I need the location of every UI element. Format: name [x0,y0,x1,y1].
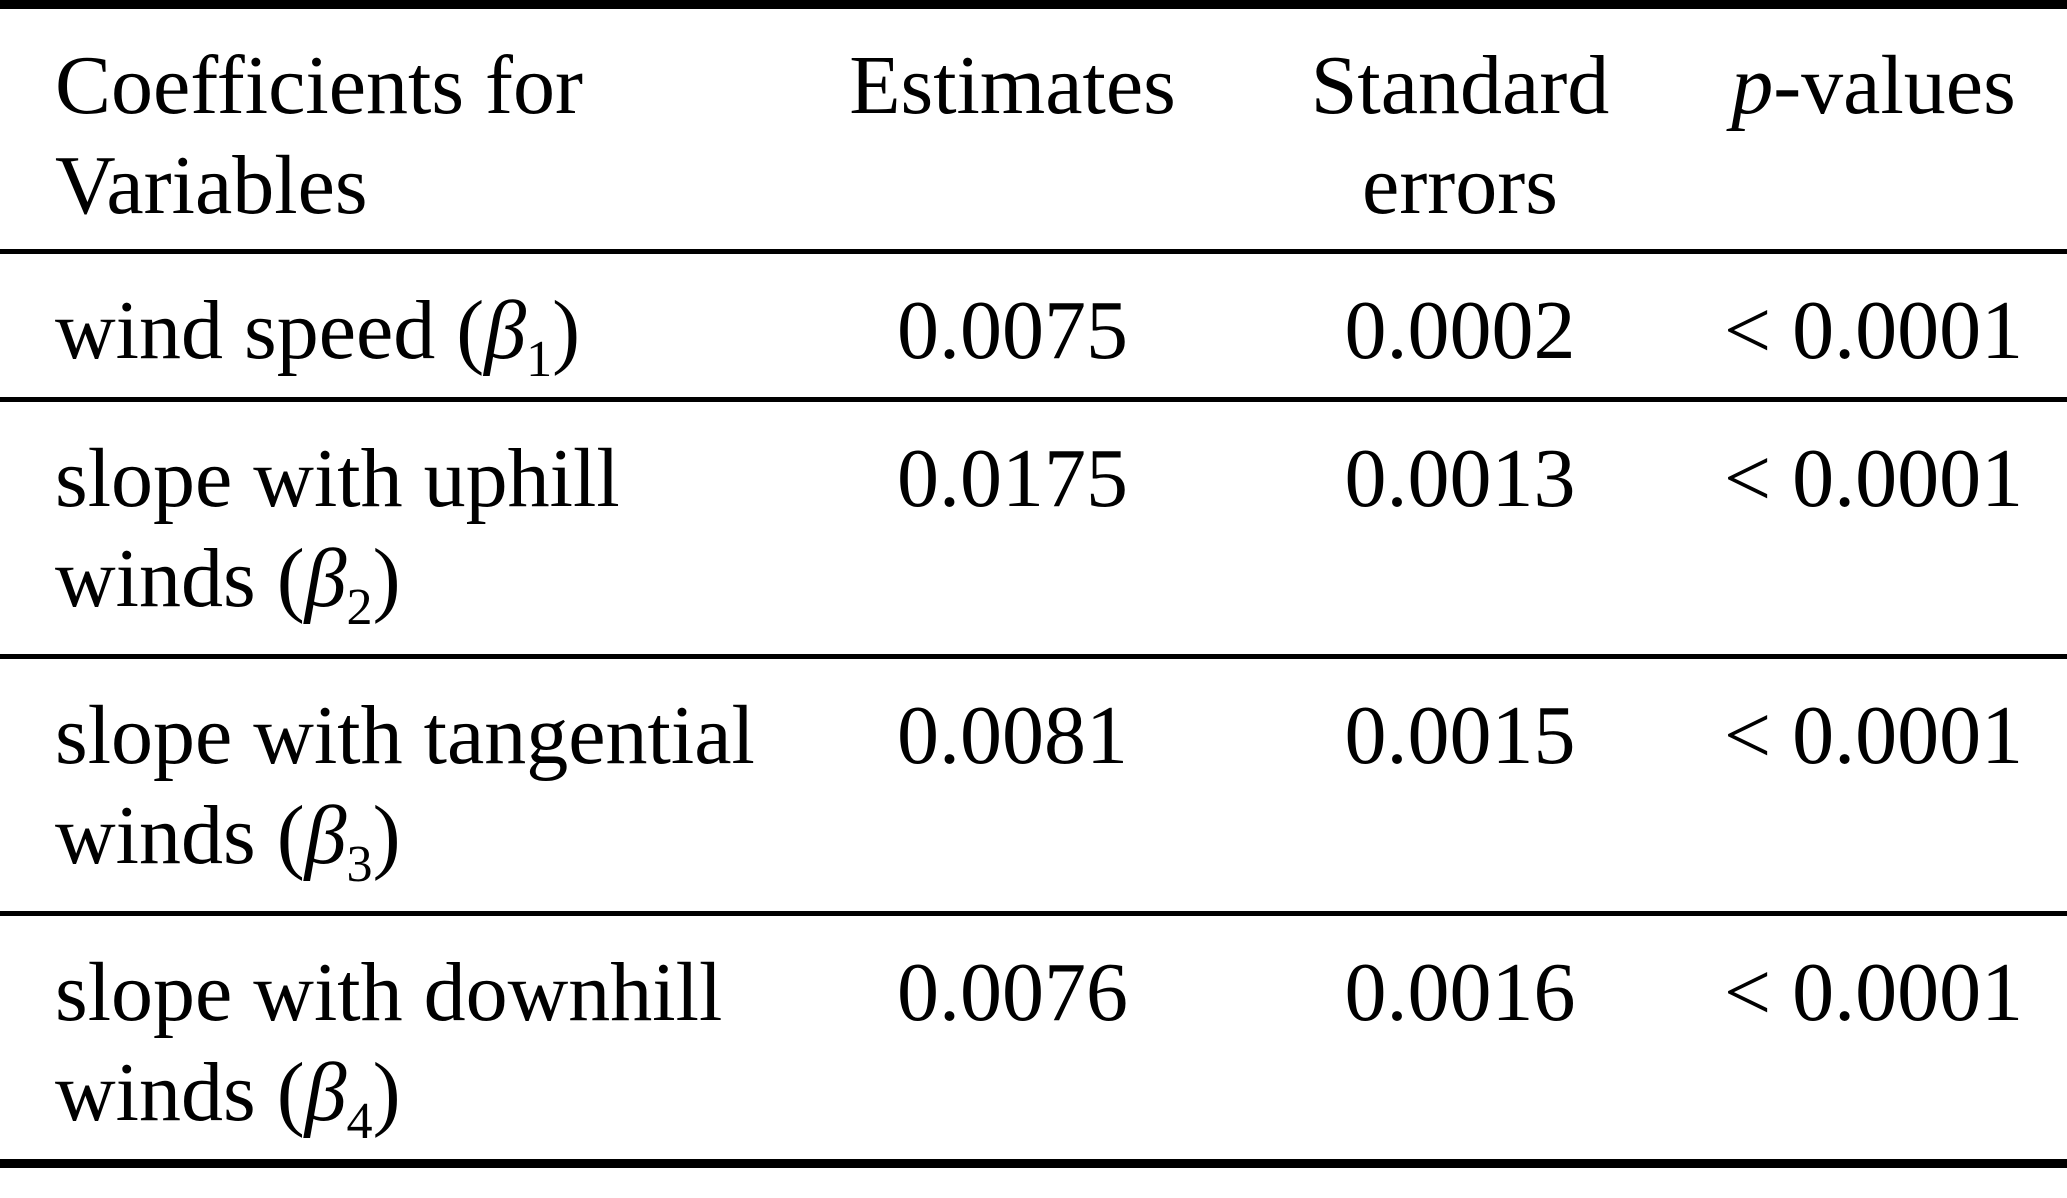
closing-paren: ) [372,789,401,882]
col-header-variables: Coefficients for Variables [55,39,583,232]
beta-subscript: 2 [346,578,373,636]
closing-paren: ) [372,1046,401,1139]
variable-cell: slope with tangential winds (β3) [0,657,785,914]
p-symbol: p [1731,39,1774,132]
table-row-slope-uphill: slope with uphill winds (β2) 0.0175 0.00… [0,400,2067,657]
col-header-p-values: p-values [1680,5,2067,252]
col-header-estimates: Estimates [849,39,1176,132]
variable-cell: slope with uphill winds (β2) [0,400,785,657]
table-row-slope-downhill: slope with downhill winds (β4) 0.0076 0.… [0,914,2067,1164]
coefficients-table: Coefficients for Variables Estimates Sta… [0,0,2067,1168]
p-value-cell: < 0.0001 [1723,689,2024,782]
beta-symbol: β [304,1046,347,1139]
estimate-cell: 0.0175 [897,432,1128,525]
table-row-wind-speed: wind speed (β1) 0.0075 0.0002 < 0.0001 [0,252,2067,400]
beta-symbol: β [484,284,527,377]
variable-name: wind speed ( [55,284,485,377]
variable-name: slope with downhill winds ( [55,946,723,1139]
estimate-cell: 0.0076 [897,946,1128,1039]
variable-name: slope with tangential winds ( [55,689,755,882]
estimate-cell: 0.0081 [897,689,1128,782]
closing-paren: ) [552,284,581,377]
p-value-cell: < 0.0001 [1723,432,2024,525]
p-value-cell: < 0.0001 [1723,284,2024,377]
p-values-label-rest: -values [1773,39,2016,132]
variable-cell: wind speed (β1) [0,252,785,400]
closing-paren: ) [372,532,401,625]
beta-symbol: β [304,789,347,882]
std-error-cell: 0.0013 [1344,432,1576,525]
beta-subscript: 1 [526,330,553,388]
beta-subscript: 4 [346,1092,373,1150]
std-error-cell: 0.0015 [1344,689,1576,782]
col-header-standard-errors: Standard errors [1310,39,1610,232]
variable-name: slope with uphill winds ( [55,432,620,625]
table-header-row: Coefficients for Variables Estimates Sta… [0,5,2067,252]
std-error-cell: 0.0016 [1344,946,1576,1039]
table-row-slope-tangential: slope with tangential winds (β3) 0.0081 … [0,657,2067,914]
estimate-cell: 0.0075 [897,284,1128,377]
beta-subscript: 3 [346,835,373,893]
std-error-cell: 0.0002 [1344,284,1576,377]
beta-symbol: β [304,532,347,625]
variable-cell: slope with downhill winds (β4) [0,914,785,1164]
p-value-cell: < 0.0001 [1723,946,2024,1039]
